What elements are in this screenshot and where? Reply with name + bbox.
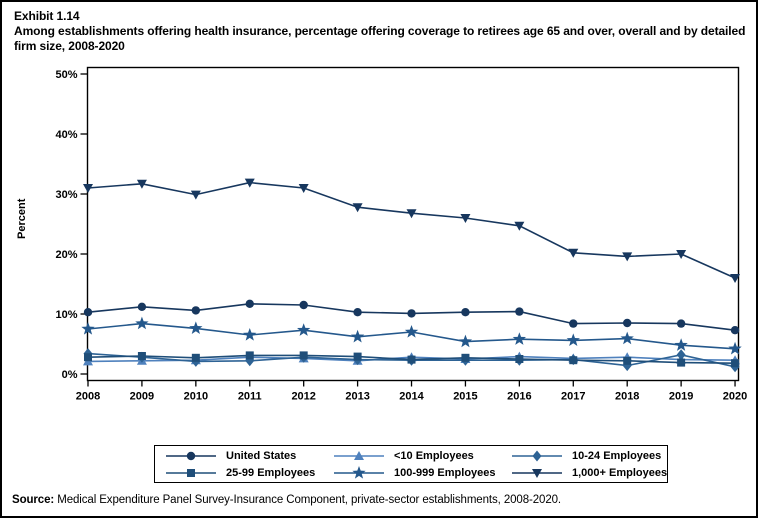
line-diamond-marker-icon: [512, 450, 562, 461]
legend-label: 10-24 Employees: [572, 449, 662, 462]
y-tick-label: 20%: [55, 249, 77, 261]
line-square-marker-icon: [166, 468, 216, 477]
x-tick-label: 2014: [399, 391, 424, 403]
legend-item-10-24-employees: 10-24 Employees: [511, 448, 671, 464]
x-tick-label: 2009: [130, 391, 154, 403]
series-1-000-employees: [83, 178, 741, 283]
legend-label: 1,000+ Employees: [572, 466, 668, 479]
x-tick-label: 2015: [453, 391, 477, 403]
x-tick-label: 2016: [507, 391, 531, 403]
chart-legend: United States <10 Employees 10-24 Employ…: [154, 445, 668, 483]
line-star-marker-icon: [334, 465, 384, 479]
series-100-999-employees: [81, 316, 742, 355]
plot-frame: [86, 66, 740, 382]
y-tick-label: 0%: [62, 369, 78, 381]
legend-item-united-states: United States: [165, 448, 333, 464]
chart-plot-area: 0% 10% 20% 30% 40% 50% 2008 2009 2010 2011 2012 201…: [55, 66, 747, 403]
y-tick-label: 40%: [55, 129, 77, 141]
x-tick-label: 2013: [345, 391, 369, 403]
legend-label: 100-999 Employees: [394, 466, 496, 479]
line-triangle-up-marker-icon: [334, 450, 384, 460]
source-note: Source: Medical Expenditure Panel Survey…: [12, 494, 752, 506]
y-tick-label: 10%: [55, 309, 77, 321]
source-text: Medical Expenditure Panel Survey-Insuran…: [54, 494, 562, 506]
legend-label: <10 Employees: [394, 449, 474, 462]
legend-label: 25-99 Employees: [226, 466, 316, 479]
legend-item-lt10-employees: <10 Employees: [333, 448, 511, 464]
x-tick-label: 2011: [238, 391, 262, 403]
legend-item-25-99-employees: 25-99 Employees: [165, 465, 333, 481]
y-tick-label: 50%: [55, 69, 77, 81]
title-block: Exhibit 1.14 Among establishments offeri…: [14, 9, 750, 54]
line-triangle-down-marker-icon: [512, 468, 562, 478]
series-united-states: [83, 299, 740, 335]
x-tick-label: 2010: [184, 391, 208, 403]
legend-label: United States: [226, 449, 297, 462]
exhibit-title: Among establishments offering health ins…: [14, 24, 746, 53]
legend-item-1000plus-employees: 1,000+ Employees: [511, 465, 671, 481]
x-tick-label: 2018: [615, 391, 639, 403]
x-tick-label: 2008: [76, 391, 100, 403]
exhibit-number: Exhibit 1.14: [14, 9, 80, 23]
legend-item-100-999-employees: 100-999 Employees: [333, 465, 511, 481]
source-label: Source:: [12, 494, 55, 506]
y-axis-label: Percent: [16, 198, 28, 239]
x-tick-label: 2017: [561, 391, 585, 403]
x-tick-label: 2019: [669, 391, 693, 403]
x-tick-label: 2020: [723, 391, 747, 403]
y-axis: 0% 10% 20% 30% 40% 50%: [55, 69, 88, 381]
x-tick-label: 2012: [291, 391, 315, 403]
series-25-99-employees: [84, 351, 740, 368]
line-circle-marker-icon: [166, 451, 216, 460]
y-tick-label: 30%: [55, 189, 77, 201]
x-axis: 2008 2009 2010 2011 2012 2013 2014 2015 2016 2017…: [76, 380, 747, 403]
